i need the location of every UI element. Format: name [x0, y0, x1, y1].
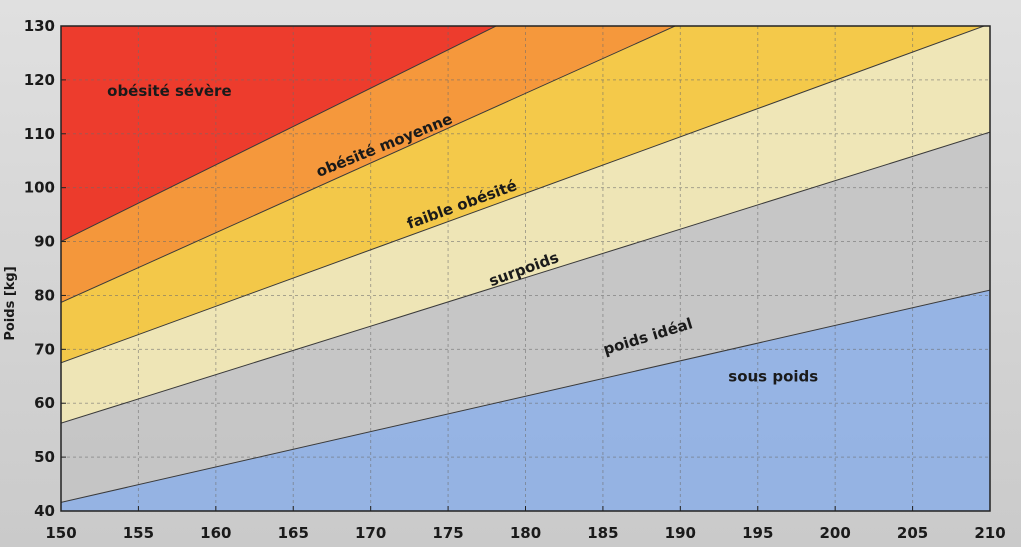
- y-tick-label: 70: [34, 340, 55, 358]
- y-tick-label: 60: [34, 394, 55, 412]
- x-tick-label: 170: [355, 524, 386, 542]
- y-axis-label: Poids [kg]: [3, 266, 18, 340]
- y-tick-label: 100: [24, 179, 55, 197]
- boundary-line: [61, 26, 498, 243]
- boundary-line: [61, 131, 990, 424]
- boundary-line: [61, 26, 986, 364]
- x-tick-label: 175: [432, 524, 463, 542]
- zone-boundaries: [61, 26, 990, 503]
- x-axis-ticks: 150 155 160 165 170 175 180 185 190 195 200 205 210: [45, 506, 1006, 542]
- y-tick-label: 120: [24, 71, 55, 89]
- x-tick-label: 200: [820, 524, 851, 542]
- y-tick-label: 80: [34, 286, 55, 304]
- y-axis-ticks: 40 50 60 70 80 90 100 110 120 130: [24, 17, 66, 520]
- x-tick-label: 210: [974, 524, 1005, 542]
- x-tick-label: 190: [665, 524, 696, 542]
- x-tick-label: 205: [897, 524, 928, 542]
- y-tick-label: 90: [34, 233, 55, 251]
- y-tick-label: 110: [24, 125, 55, 143]
- x-tick-label: 180: [510, 524, 541, 542]
- zone-label: sous poids: [728, 368, 818, 386]
- x-tick-label: 155: [123, 524, 154, 542]
- x-tick-label: 195: [742, 524, 773, 542]
- x-tick-label: 165: [278, 524, 309, 542]
- y-tick-label: 130: [24, 17, 55, 35]
- boundary-line: [61, 289, 990, 503]
- grid-lines: [61, 26, 990, 511]
- x-tick-label: 160: [200, 524, 231, 542]
- y-tick-label: 40: [34, 502, 55, 520]
- x-tick-label: 150: [45, 524, 76, 542]
- zone-label: obésité sévère: [107, 82, 231, 100]
- boundary-line: [61, 26, 677, 303]
- y-tick-label: 50: [34, 448, 55, 466]
- x-tick-label: 185: [587, 524, 618, 542]
